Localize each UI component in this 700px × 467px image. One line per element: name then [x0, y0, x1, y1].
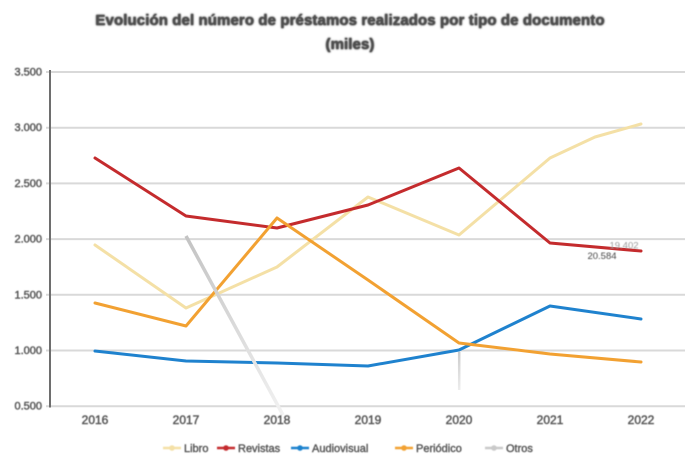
svg-text:Audiovisual: Audiovisual	[312, 443, 368, 455]
svg-text:Libro: Libro	[184, 443, 208, 455]
svg-text:2018: 2018	[264, 413, 291, 427]
svg-text:2022: 2022	[628, 413, 655, 427]
svg-text:2.500: 2.500	[14, 178, 42, 190]
svg-text:Periódico: Periódico	[416, 443, 462, 455]
svg-text:20.584: 20.584	[587, 251, 616, 262]
svg-text:Otros: Otros	[506, 443, 533, 455]
svg-text:1.000: 1.000	[14, 345, 42, 357]
svg-text:2020: 2020	[446, 413, 473, 427]
svg-text:2.000: 2.000	[14, 234, 42, 246]
svg-text:1.500: 1.500	[14, 289, 42, 301]
svg-text:3.000: 3.000	[14, 122, 42, 134]
svg-text:Revistas: Revistas	[238, 443, 281, 455]
svg-text:3.500: 3.500	[14, 67, 42, 79]
svg-text:2016: 2016	[82, 413, 109, 427]
svg-text:0.500: 0.500	[14, 401, 42, 413]
svg-text:2017: 2017	[173, 413, 200, 427]
svg-text:2019: 2019	[355, 413, 382, 427]
svg-text:19.402: 19.402	[609, 241, 638, 252]
svg-text:2021: 2021	[537, 413, 564, 427]
